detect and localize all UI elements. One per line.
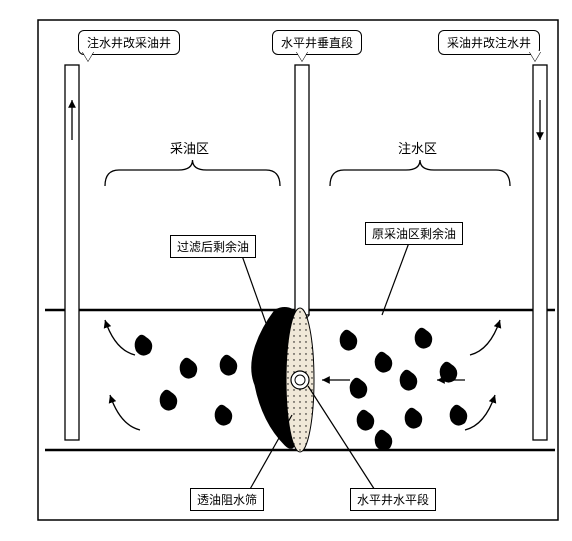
label-orig-residual: 原采油区剩余油 bbox=[365, 222, 463, 245]
label-filtered-oil: 过滤后剩余油 bbox=[170, 235, 256, 258]
callout-tail-icon bbox=[82, 51, 94, 61]
callout-mid-well: 水平井垂直段 bbox=[272, 30, 362, 55]
water-zone-label: 注水区 bbox=[398, 138, 437, 157]
oil-zone-label: 采油区 bbox=[170, 138, 209, 157]
callout-tail-icon bbox=[529, 51, 541, 61]
callout-right-well: 采油井改注水井 bbox=[438, 30, 540, 55]
label-screen: 透油阻水筛 bbox=[190, 488, 264, 511]
label-horiz-section: 水平井水平段 bbox=[350, 488, 436, 511]
callout-tail-icon bbox=[296, 51, 308, 61]
